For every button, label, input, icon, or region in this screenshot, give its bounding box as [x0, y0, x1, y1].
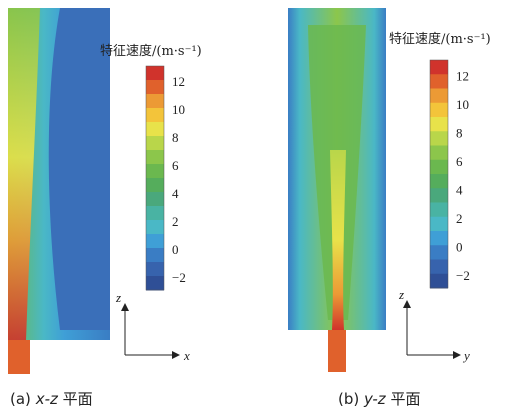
colorbar-segment — [430, 60, 448, 75]
colorbar-tick-label: 8 — [456, 125, 463, 140]
caption-b-var: y-z — [364, 390, 386, 408]
colorbar-segment — [430, 174, 448, 189]
colorbar-segment — [146, 136, 164, 151]
axis-label-z: z — [398, 287, 404, 302]
colorbar-segment — [146, 220, 164, 235]
colorbar-segment — [430, 273, 448, 289]
contour-plot-yz: 特征速度/(m·s⁻¹) 12 10 8 6 4 2 0 −2 z y — [288, 8, 491, 372]
axis-label-x: x — [183, 348, 190, 363]
colorbar-outline — [145, 65, 165, 291]
colorbar-segment — [430, 117, 448, 132]
caption-b: (b) y-z 平面 — [338, 388, 420, 409]
caption-a-var: x-z — [35, 390, 58, 408]
colorbar-segment — [146, 108, 164, 123]
colorbar — [429, 59, 449, 289]
colorbar-tick-label: −2 — [456, 268, 470, 283]
axis-indicator: z y — [398, 287, 470, 363]
arrow-right-icon — [453, 351, 461, 359]
colorbar-outline — [429, 59, 449, 289]
colorbar-segment — [146, 94, 164, 109]
colorbar-tick-label: 12 — [172, 74, 185, 89]
colorbar-segment — [430, 216, 448, 232]
colorbar-segment — [430, 231, 448, 246]
colorbar-tick-label: 10 — [172, 102, 185, 117]
colorbar-segment — [430, 259, 448, 275]
xz-jet-core — [8, 8, 40, 340]
colorbar-segment — [146, 262, 164, 277]
colorbar-segment — [430, 202, 448, 218]
colorbar-segment — [146, 192, 164, 207]
colorbar-tick-label: 0 — [456, 239, 463, 254]
colorbar-segment — [430, 74, 448, 89]
caption-a: (a) x-z 平面 — [10, 388, 93, 409]
colorbar-segment — [430, 145, 448, 161]
colorbar-segment — [430, 131, 448, 146]
colorbar-ticks: 12 10 8 6 4 2 0 −2 — [456, 68, 470, 283]
colorbar-segment — [146, 234, 164, 249]
colorbar-segment — [146, 122, 164, 137]
colorbar-tick-label: −2 — [172, 270, 186, 285]
contour-plot-xz: 特征速度/(m·s⁻¹) 12 10 8 6 4 2 0 −2 z x — [8, 8, 202, 374]
caption-b-prefix: (b) — [338, 390, 360, 408]
colorbar-segment — [146, 80, 164, 95]
colorbar-segment — [146, 66, 164, 81]
colorbar-segment — [430, 188, 448, 203]
colorbar-tick-label: 6 — [456, 154, 463, 169]
colorbar — [145, 65, 165, 291]
colorbar-tick-label: 2 — [456, 211, 463, 226]
colorbar-segment — [146, 178, 164, 193]
arrow-up-icon — [403, 300, 411, 308]
axis-label-y: y — [462, 348, 470, 363]
arrow-right-icon — [172, 351, 180, 359]
panel-a: 特征速度/(m·s⁻¹) 12 10 8 6 4 2 0 −2 z x — [0, 0, 250, 380]
colorbar-title: 特征速度/(m·s⁻¹) — [389, 31, 491, 47]
colorbar-tick-label: 4 — [172, 186, 179, 201]
colorbar-segment — [430, 245, 448, 260]
colorbar-segment — [146, 248, 164, 263]
caption-a-prefix: (a) — [10, 390, 31, 408]
colorbar-segment — [430, 102, 448, 118]
colorbar-segment — [430, 88, 448, 104]
yz-jet-core — [330, 150, 346, 330]
colorbar-segment — [146, 150, 164, 165]
colorbar-tick-label: 8 — [172, 130, 179, 145]
colorbar-segment — [146, 206, 164, 221]
xz-low-velocity-region — [48, 8, 110, 330]
colorbar-ticks: 12 10 8 6 4 2 0 −2 — [172, 74, 186, 285]
panel-b: 特征速度/(m·s⁻¹) 12 10 8 6 4 2 0 −2 z y — [250, 0, 509, 380]
arrow-up-icon — [121, 303, 129, 311]
colorbar-tick-label: 2 — [172, 214, 179, 229]
colorbar-tick-label: 12 — [456, 68, 469, 83]
xz-inlet — [8, 340, 30, 374]
colorbar-segment — [146, 276, 164, 291]
caption-a-suffix: 平面 — [62, 390, 93, 408]
colorbar-tick-label: 10 — [456, 97, 469, 112]
caption-b-suffix: 平面 — [390, 390, 421, 408]
colorbar-segment — [430, 159, 448, 175]
axis-indicator: z x — [115, 290, 190, 363]
colorbar-tick-label: 6 — [172, 158, 179, 173]
yz-inlet — [328, 330, 346, 372]
colorbar-title: 特征速度/(m·s⁻¹) — [100, 43, 202, 59]
colorbar-tick-label: 4 — [456, 182, 463, 197]
colorbar-segment — [146, 164, 164, 179]
axis-label-z: z — [115, 290, 121, 305]
colorbar-tick-label: 0 — [172, 242, 179, 257]
